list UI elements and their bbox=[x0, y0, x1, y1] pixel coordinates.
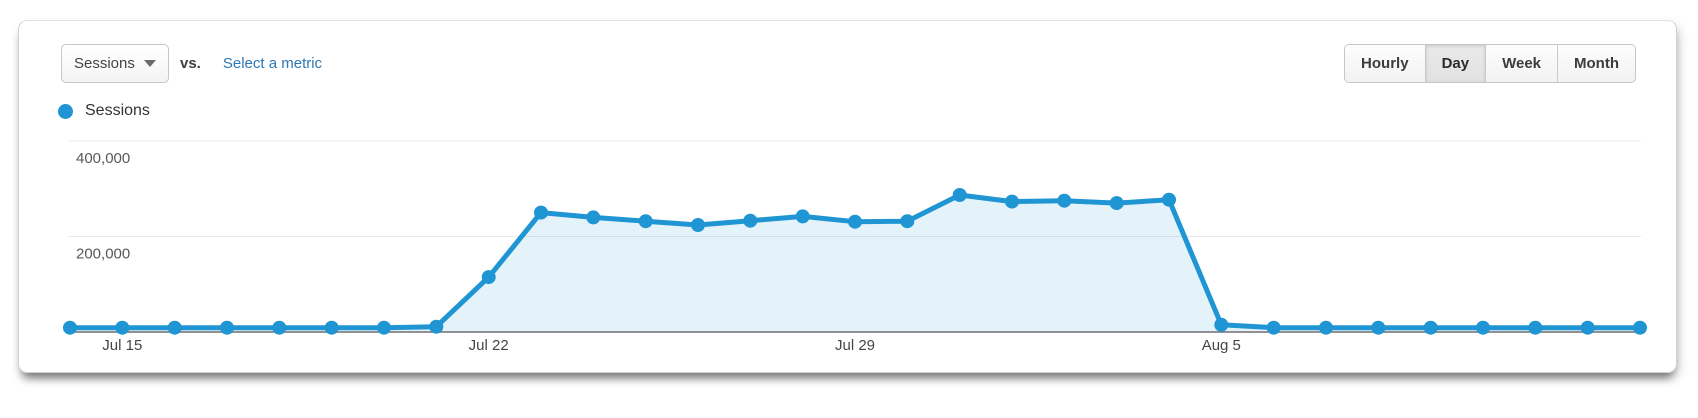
granularity-button-day[interactable]: Day bbox=[1425, 45, 1487, 82]
data-point[interactable] bbox=[1371, 320, 1386, 335]
granularity-button-week[interactable]: Week bbox=[1486, 45, 1559, 82]
y-axis-tick-label: 200,000 bbox=[76, 246, 130, 263]
vs-label: vs. bbox=[180, 55, 201, 72]
data-point[interactable] bbox=[1266, 320, 1281, 335]
y-axis-tick-label: 400,000 bbox=[76, 150, 130, 167]
granularity-button-hourly[interactable]: Hourly bbox=[1345, 45, 1426, 82]
legend-series-label: Sessions bbox=[85, 102, 150, 119]
data-point[interactable] bbox=[115, 320, 130, 335]
data-point[interactable] bbox=[900, 214, 915, 229]
data-point[interactable] bbox=[167, 320, 182, 335]
sessions-timeseries-chart[interactable]: 200,000 400,000 Jul 15 Jul 22 Jul 29 Aug 5 bbox=[59, 131, 1651, 371]
x-axis-tick-label: Aug 5 bbox=[1202, 337, 1241, 354]
data-point[interactable] bbox=[638, 214, 653, 229]
data-point[interactable] bbox=[534, 205, 548, 220]
data-point[interactable] bbox=[743, 213, 758, 228]
data-point[interactable] bbox=[1528, 320, 1543, 335]
data-point[interactable] bbox=[481, 270, 496, 285]
analytics-explorer-card: Sessions vs. Select a metric Hourly Day We… bbox=[18, 20, 1677, 373]
series-area-fill bbox=[70, 195, 1640, 332]
metric-selector-dropdown[interactable]: Sessions bbox=[61, 44, 169, 83]
data-point[interactable] bbox=[586, 210, 601, 225]
select-metric-link[interactable]: Select a metric bbox=[222, 55, 323, 72]
data-point[interactable] bbox=[429, 319, 444, 334]
data-point[interactable] bbox=[63, 320, 77, 335]
data-point[interactable] bbox=[795, 209, 810, 224]
legend-dot-icon bbox=[58, 103, 73, 119]
data-point[interactable] bbox=[848, 214, 862, 229]
x-axis-tick-label: Jul 15 bbox=[102, 337, 142, 354]
data-point[interactable] bbox=[1319, 320, 1333, 335]
data-point[interactable] bbox=[1162, 192, 1176, 207]
data-point[interactable] bbox=[952, 188, 967, 202]
x-axis-tick-label: Jul 29 bbox=[835, 337, 875, 354]
metric-picker-row: Sessions vs. Select a metric bbox=[61, 44, 322, 83]
data-point[interactable] bbox=[220, 320, 234, 335]
granularity-button-month[interactable]: Month bbox=[1558, 45, 1635, 82]
metric-selector-label: Sessions bbox=[74, 55, 135, 72]
x-axis-tick-label: Jul 22 bbox=[469, 337, 509, 354]
data-point[interactable] bbox=[272, 320, 287, 335]
data-point[interactable] bbox=[691, 218, 705, 232]
data-point[interactable] bbox=[1109, 196, 1124, 211]
chart-legend: Sessions bbox=[58, 102, 150, 120]
data-point[interactable] bbox=[377, 320, 391, 335]
data-point[interactable] bbox=[1423, 320, 1438, 335]
data-point[interactable] bbox=[1005, 194, 1019, 209]
data-point[interactable] bbox=[1580, 320, 1595, 335]
data-point[interactable] bbox=[324, 320, 339, 335]
data-point[interactable] bbox=[1476, 320, 1490, 335]
granularity-button-group: Hourly Day Week Month bbox=[1344, 44, 1636, 83]
data-point[interactable] bbox=[1214, 317, 1229, 332]
chevron-down-icon bbox=[144, 60, 156, 67]
data-point[interactable] bbox=[1057, 193, 1072, 208]
data-point[interactable] bbox=[1633, 320, 1647, 335]
